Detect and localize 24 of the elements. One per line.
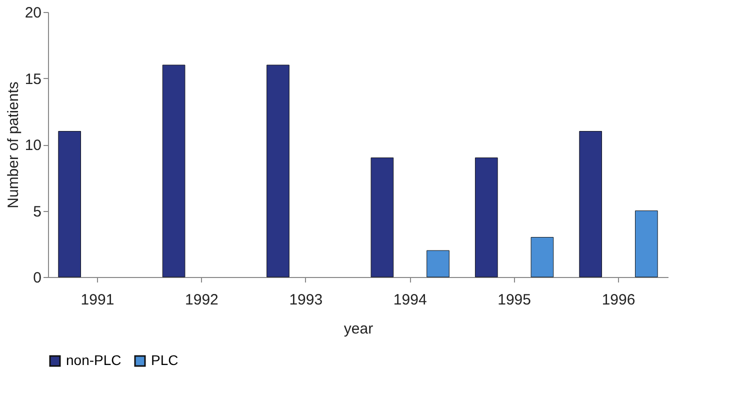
bar (370, 158, 394, 278)
y-tick-label: 20 (24, 4, 42, 22)
bar (635, 210, 658, 278)
bar (579, 131, 602, 278)
x-tick-label: 1991 (80, 292, 114, 308)
bar (162, 64, 186, 278)
x-tick-label: 1996 (602, 292, 636, 308)
y-axis-title: Number of patients (4, 82, 22, 208)
x-axis-title: year (344, 320, 374, 338)
legend-label: PLC (151, 352, 178, 368)
legend-label: non-PLC (66, 352, 122, 368)
y-tick-label: 15 (24, 70, 42, 88)
x-tick-label: 1992 (185, 292, 218, 308)
bar (58, 131, 81, 278)
bar (474, 158, 498, 278)
y-tick-label: 5 (33, 203, 42, 220)
y-tick-label: 0 (33, 270, 42, 286)
bar (266, 64, 290, 278)
bar (426, 250, 450, 278)
x-tick-label: 1993 (289, 292, 323, 308)
y-tick-label: 10 (24, 137, 42, 154)
bar (530, 237, 554, 278)
x-tick-label: 1995 (498, 292, 531, 308)
x-tick-label: 1994 (393, 292, 427, 308)
